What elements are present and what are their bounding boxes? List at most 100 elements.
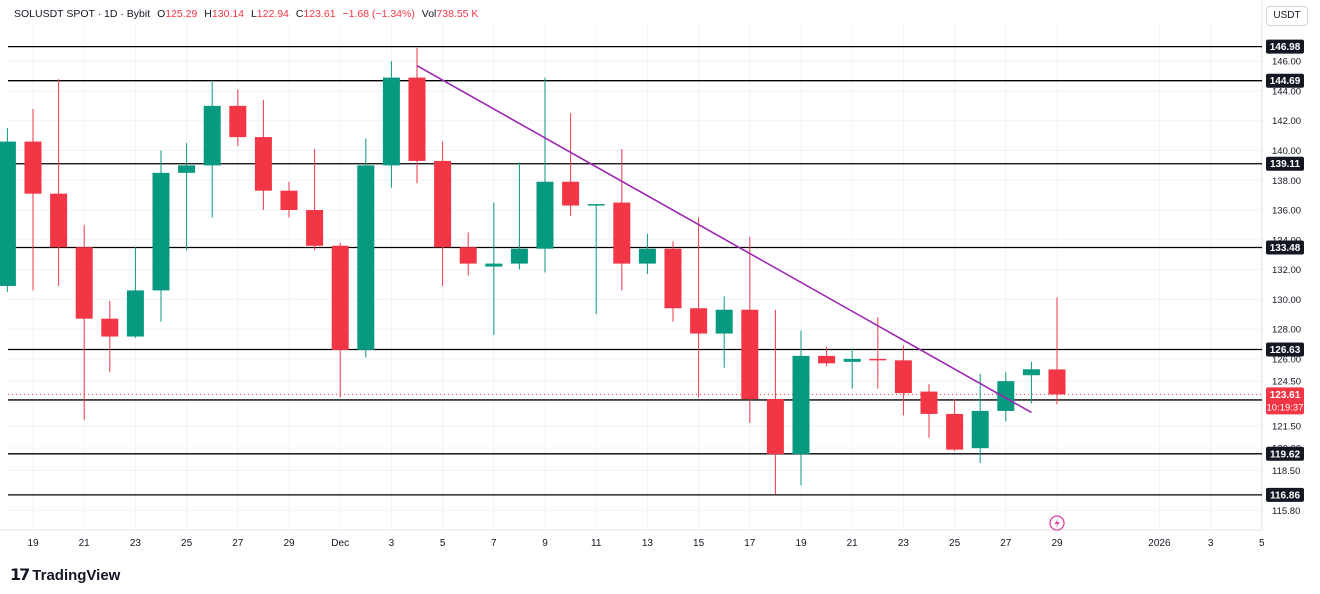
countdown-label: 10:19:37 bbox=[1267, 402, 1304, 413]
time-tick-label: 29 bbox=[1051, 538, 1063, 549]
high-value: 130.14 bbox=[211, 8, 245, 20]
level-label: 144.69 bbox=[1270, 76, 1301, 87]
candle bbox=[306, 149, 324, 251]
candle bbox=[715, 296, 733, 368]
time-tick-label: 27 bbox=[1000, 538, 1012, 549]
candle-body bbox=[562, 181, 580, 206]
price-tick-label: 121.50 bbox=[1272, 421, 1301, 432]
level-label-box bbox=[1266, 446, 1304, 461]
time-tick-label: 23 bbox=[130, 538, 142, 549]
price-tick-label: 138.00 bbox=[1272, 176, 1301, 187]
candle-body bbox=[613, 202, 631, 264]
candle bbox=[766, 309, 784, 495]
candle-body bbox=[126, 290, 144, 337]
time-tick-label: 13 bbox=[642, 538, 654, 549]
open-value: 125.29 bbox=[165, 8, 198, 20]
candle bbox=[0, 128, 16, 292]
candle-body bbox=[946, 413, 964, 450]
candle-body bbox=[741, 309, 759, 400]
level-label: 139.11 bbox=[1270, 159, 1300, 170]
price-tick-label: 146.00 bbox=[1272, 57, 1301, 68]
tradingview-logo[interactable]: 𝟭𝟳 TradingView bbox=[10, 565, 120, 585]
level-label: 133.48 bbox=[1270, 243, 1301, 254]
candle bbox=[638, 233, 656, 275]
candle-body bbox=[24, 141, 42, 194]
level-label: 119.62 bbox=[1270, 449, 1300, 460]
currency-button[interactable]: USDT bbox=[1266, 6, 1308, 26]
time-tick-label: 29 bbox=[283, 538, 295, 549]
time-tick-label: 17 bbox=[744, 538, 756, 549]
level-label: 116.86 bbox=[1270, 490, 1300, 501]
candle bbox=[1048, 297, 1066, 405]
time-tick-label: 3 bbox=[1208, 538, 1214, 549]
candle-body bbox=[1022, 369, 1040, 376]
lightning-icon-bolt bbox=[1054, 518, 1060, 529]
candle bbox=[664, 241, 682, 322]
time-tick-label: 19 bbox=[795, 538, 807, 549]
candle bbox=[536, 77, 554, 273]
candle bbox=[894, 345, 912, 416]
candle-body bbox=[408, 77, 426, 161]
time-tick-label: 7 bbox=[491, 538, 497, 549]
price-tick-label: 136.00 bbox=[1272, 206, 1301, 217]
level-label: 126.63 bbox=[1270, 345, 1301, 356]
time-tick-label: 19 bbox=[27, 538, 39, 549]
candle-body bbox=[638, 248, 656, 264]
candle-body bbox=[766, 399, 784, 455]
candle-body bbox=[920, 391, 938, 414]
close-value: 123.61 bbox=[303, 8, 336, 20]
level-label-box bbox=[1266, 240, 1304, 255]
high-label: H bbox=[204, 8, 212, 20]
candle-body bbox=[792, 355, 810, 455]
candle bbox=[741, 236, 759, 423]
candle-body bbox=[382, 77, 400, 166]
candle-body bbox=[843, 358, 861, 362]
time-tick-label: Dec bbox=[331, 538, 349, 549]
level-label-box bbox=[1266, 73, 1304, 88]
level-label-box bbox=[1266, 156, 1304, 171]
time-tick-label: 27 bbox=[232, 538, 244, 549]
candle bbox=[587, 204, 605, 315]
price-tick-label: 132.00 bbox=[1272, 265, 1301, 276]
candle-body bbox=[459, 247, 477, 264]
candle-body bbox=[997, 381, 1015, 411]
candle-body bbox=[869, 358, 887, 361]
price-tick-label: 140.00 bbox=[1272, 146, 1301, 157]
candle bbox=[869, 317, 887, 389]
time-tick-label: 21 bbox=[847, 538, 859, 549]
time-tick-label: 15 bbox=[693, 538, 705, 549]
candle bbox=[203, 82, 221, 218]
candle bbox=[690, 217, 708, 398]
time-tick-label: 5 bbox=[440, 538, 446, 549]
candle-body bbox=[280, 190, 298, 211]
candle bbox=[254, 99, 272, 211]
candle-body bbox=[818, 355, 836, 364]
time-tick-label: 3 bbox=[389, 538, 395, 549]
change-value: −1.68 (−1.34%) bbox=[342, 8, 415, 20]
low-label: L bbox=[250, 8, 257, 20]
candle-body bbox=[306, 210, 324, 246]
candle-body bbox=[203, 105, 221, 166]
candle-body bbox=[971, 410, 989, 449]
candle-body bbox=[587, 204, 605, 206]
candle-body bbox=[434, 160, 452, 248]
candle bbox=[229, 89, 247, 147]
candle bbox=[971, 373, 989, 464]
candle bbox=[152, 150, 170, 322]
candle bbox=[357, 138, 375, 358]
level-label-box bbox=[1266, 39, 1304, 54]
candle bbox=[459, 232, 477, 276]
time-tick-label: 25 bbox=[181, 538, 193, 549]
close-label: C bbox=[295, 8, 304, 20]
candle-body bbox=[75, 247, 93, 319]
level-label: 146.98 bbox=[1270, 42, 1301, 53]
level-label-box bbox=[1266, 342, 1304, 357]
candle bbox=[331, 242, 349, 398]
candle bbox=[946, 399, 964, 452]
candle bbox=[280, 181, 298, 218]
symbol-title[interactable]: SOLUSDT SPOT · 1D · Bybit bbox=[14, 8, 151, 20]
time-tick-label: 2026 bbox=[1148, 538, 1171, 549]
level-label-box bbox=[1266, 487, 1304, 502]
